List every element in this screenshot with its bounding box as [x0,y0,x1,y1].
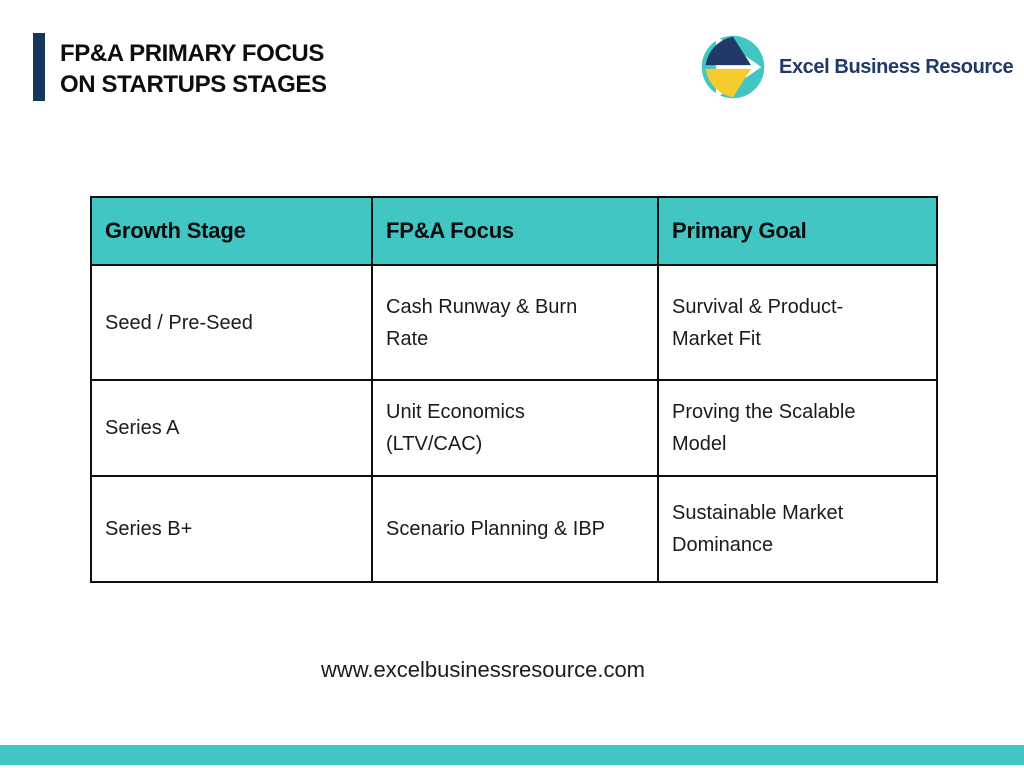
primary-goal-cell: Proving the Scalable Model [657,379,938,477]
title-accent-bar [33,33,45,101]
brand-name: Excel Business Resource [779,55,1014,78]
website-url: www.excelbusinessresource.com [320,657,646,682]
growth-stage-cell: Series A [90,379,373,477]
logo-navy-wedge [705,36,751,66]
fpa-focus-cell: Cash Runway & Burn Rate [371,264,659,381]
stages-table: Growth Stage FP&A Focus Primary Goal See… [90,196,938,583]
primary-goal-cell: Sustainable Market Dominance [657,475,938,583]
table-header-row: Growth Stage FP&A Focus Primary Goal [90,196,938,266]
column-header-growth-stage: Growth Stage [90,196,373,266]
brand-logo: Excel Business Resource [697,27,1014,107]
primary-goal-cell: Survival & Product- Market Fit [657,264,938,381]
logo-yellow-wedge [705,68,751,98]
growth-stage-cell: Seed / Pre-Seed [90,264,373,381]
growth-stage-cell: Series B+ [90,475,373,583]
fpa-focus-cell: Scenario Planning & IBP [371,475,659,583]
page-title-line-2: ON STARTUPS STAGES [60,71,327,98]
table-row-series-a: Series A Unit Economics (LTV/CAC) Provin… [90,379,938,477]
brand-logo-icon [701,35,765,99]
bottom-accent-bar [0,745,1024,765]
table-row-seed: Seed / Pre-Seed Cash Runway & Burn Rate … [90,264,938,381]
page-title-line-1: FP&A PRIMARY FOCUS [60,40,324,67]
fpa-focus-cell: Unit Economics (LTV/CAC) [371,379,659,477]
column-header-fpa-focus: FP&A Focus [371,196,659,266]
column-header-primary-goal: Primary Goal [657,196,938,266]
table-row-series-b-plus: Series B+ Scenario Planning & IBP Sustai… [90,475,938,583]
page-title: FP&A PRIMARY FOCUS ON STARTUPS STAGES [60,38,327,100]
